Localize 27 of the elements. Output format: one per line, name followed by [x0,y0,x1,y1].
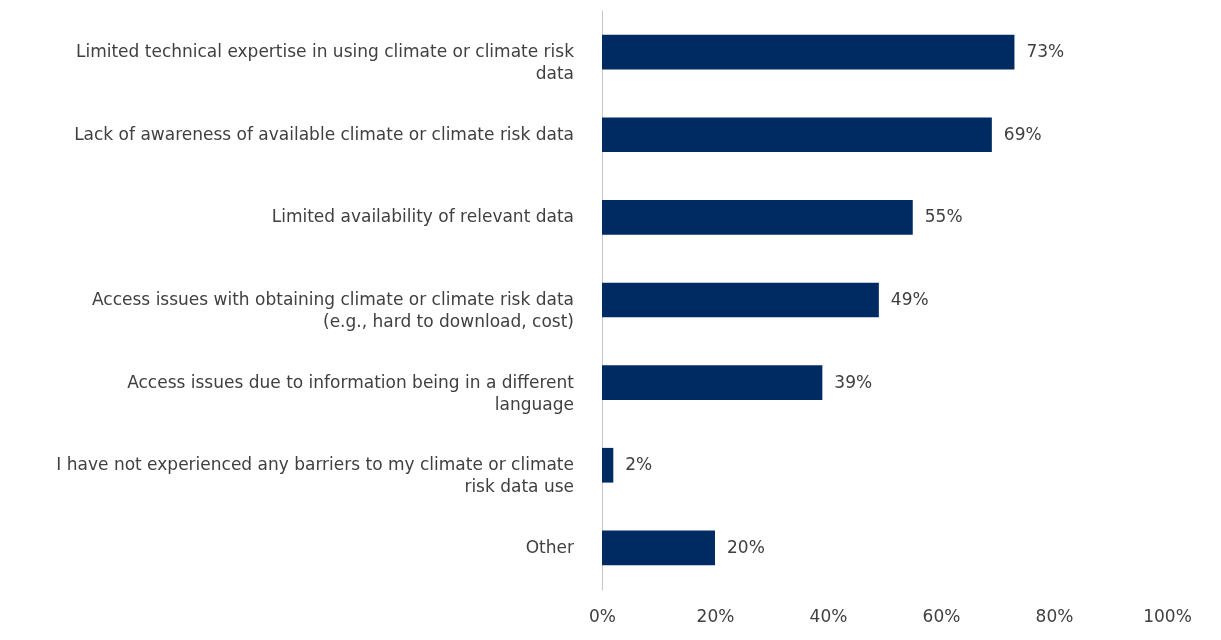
x-tick-label: 100% [1143,605,1192,626]
y-tick-label: Access issues with obtaining climate or climate risk data (e.g., hard to download, cost) [92,289,574,331]
y-tick-label: Limited technical expertise in using climate or climate risk data [75,41,575,84]
bar [602,282,879,318]
data-label: 2% [625,454,653,475]
x-tick-label: 20% [696,605,735,626]
bar [602,365,823,400]
x-tick-label: 80% [1035,605,1074,626]
bar [602,117,992,153]
data-label: 73% [1026,41,1065,62]
y-tick-label: Access issues due to information being in a different language [127,371,575,414]
y-tick-label: Limited availability of relevant data [271,206,574,227]
bar [602,530,715,566]
x-tick-label: 60% [922,605,961,626]
data-label: 49% [890,289,929,309]
data-label: 39% [834,371,873,392]
bar [602,447,614,483]
data-label: 55% [924,206,963,227]
x-tick-label: 40% [809,605,848,626]
y-tick-label: Lack of awareness of available climate or climate risk data [74,123,574,144]
x-tick-label: 0% [589,605,616,626]
data-label: 20% [727,536,765,557]
data-label: 69% [1003,123,1042,144]
y-tick-label: Other [525,536,574,557]
bar [602,34,1015,70]
y-tick-label: I have not experienced any barriers to my climate or climate risk data use [56,454,574,497]
bar [602,200,913,235]
